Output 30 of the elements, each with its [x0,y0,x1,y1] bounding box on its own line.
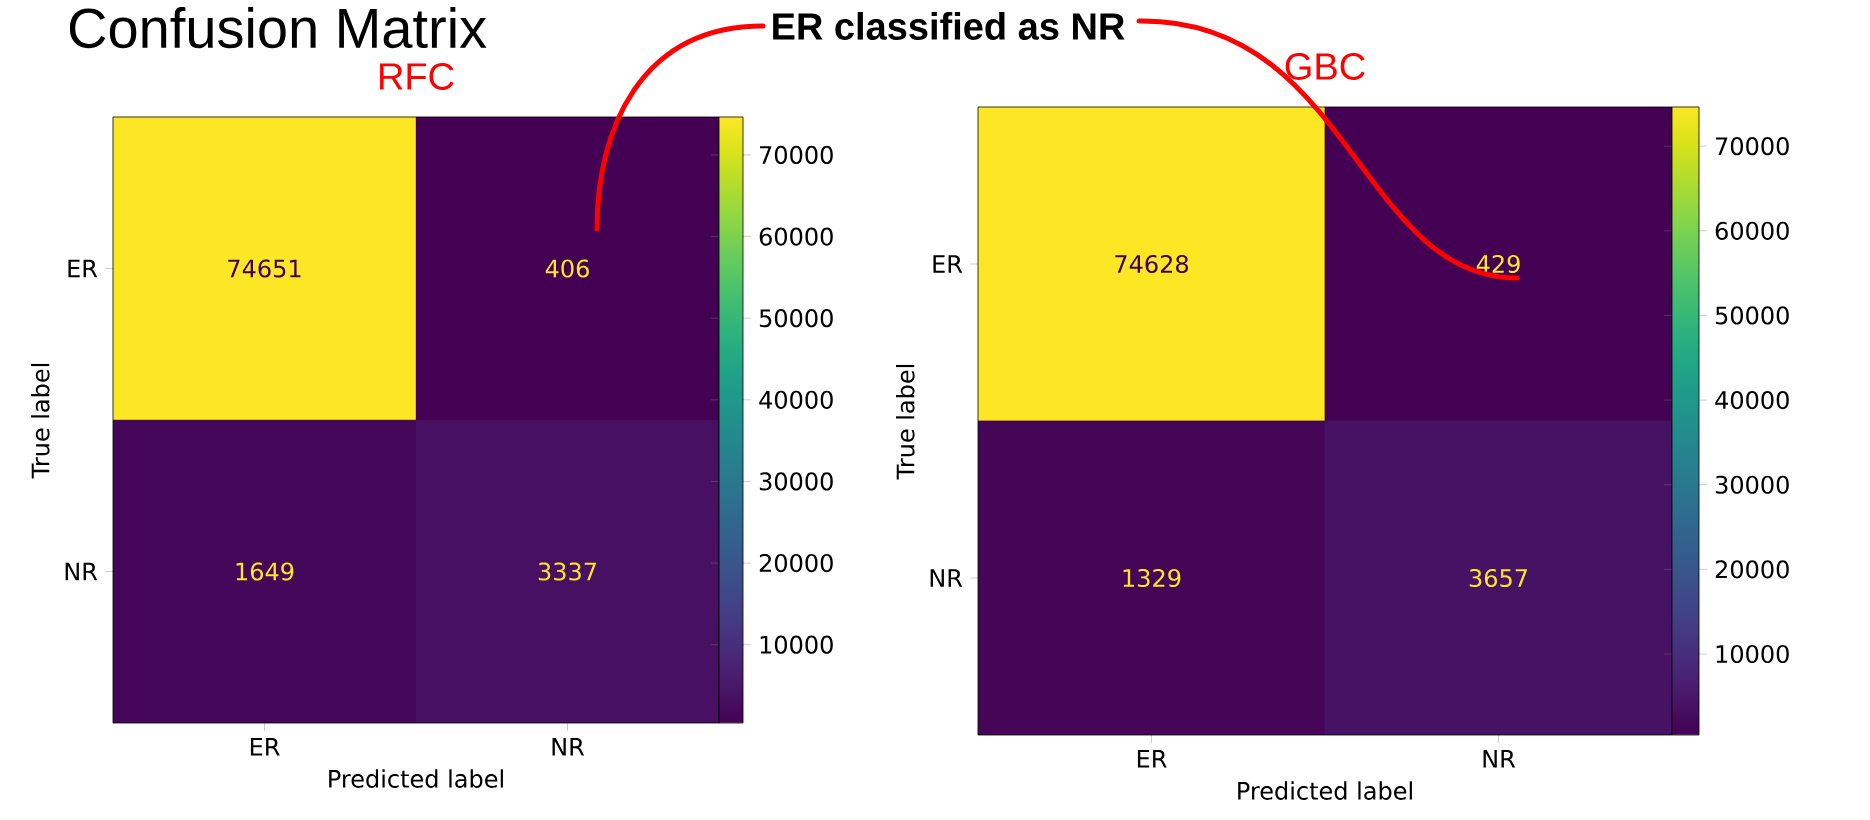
color-bar-label: 70000 [760,145,833,165]
color-bar-label: 20000 [1715,560,1789,579]
data-label: 1649 [236,562,294,581]
color-bar-label: 40000 [1715,391,1789,410]
data-label: 3337 [538,562,596,581]
x-axis-title: Predicted label [1238,781,1412,800]
color-bar-label: 40000 [759,390,833,409]
color-bar-label: 10000 [760,635,833,654]
y-axis-title: True label [31,363,50,479]
color-bar-label: 60000 [759,227,833,246]
data-label: 429 [1476,254,1520,274]
data-label: 74651 [228,259,301,278]
chart-title: RFC [380,63,454,90]
color-bar-label: 50000 [759,309,833,328]
color-bar-label: 10000 [1716,644,1789,664]
color-bar-label: 50000 [1715,306,1789,325]
text: ER classified as NR [773,12,1125,40]
x-axis-title: Predicted label [329,769,503,788]
data-label: 406 [545,259,589,278]
data-label: 1329 [1123,568,1181,588]
data-label: 74628 [1115,254,1188,274]
y-axis-title: True label [896,364,915,480]
color-bar-label: 30000 [1715,475,1789,494]
chart-title: GBC [1285,53,1365,80]
color-bar-label: 70000 [1716,137,1789,156]
text: Confusion Matrix [69,7,487,49]
color-bar-label: 30000 [759,472,833,491]
data-label: 3657 [1469,568,1527,588]
color-bar-label: 60000 [1715,221,1789,240]
color-bar-label: 20000 [759,553,833,573]
